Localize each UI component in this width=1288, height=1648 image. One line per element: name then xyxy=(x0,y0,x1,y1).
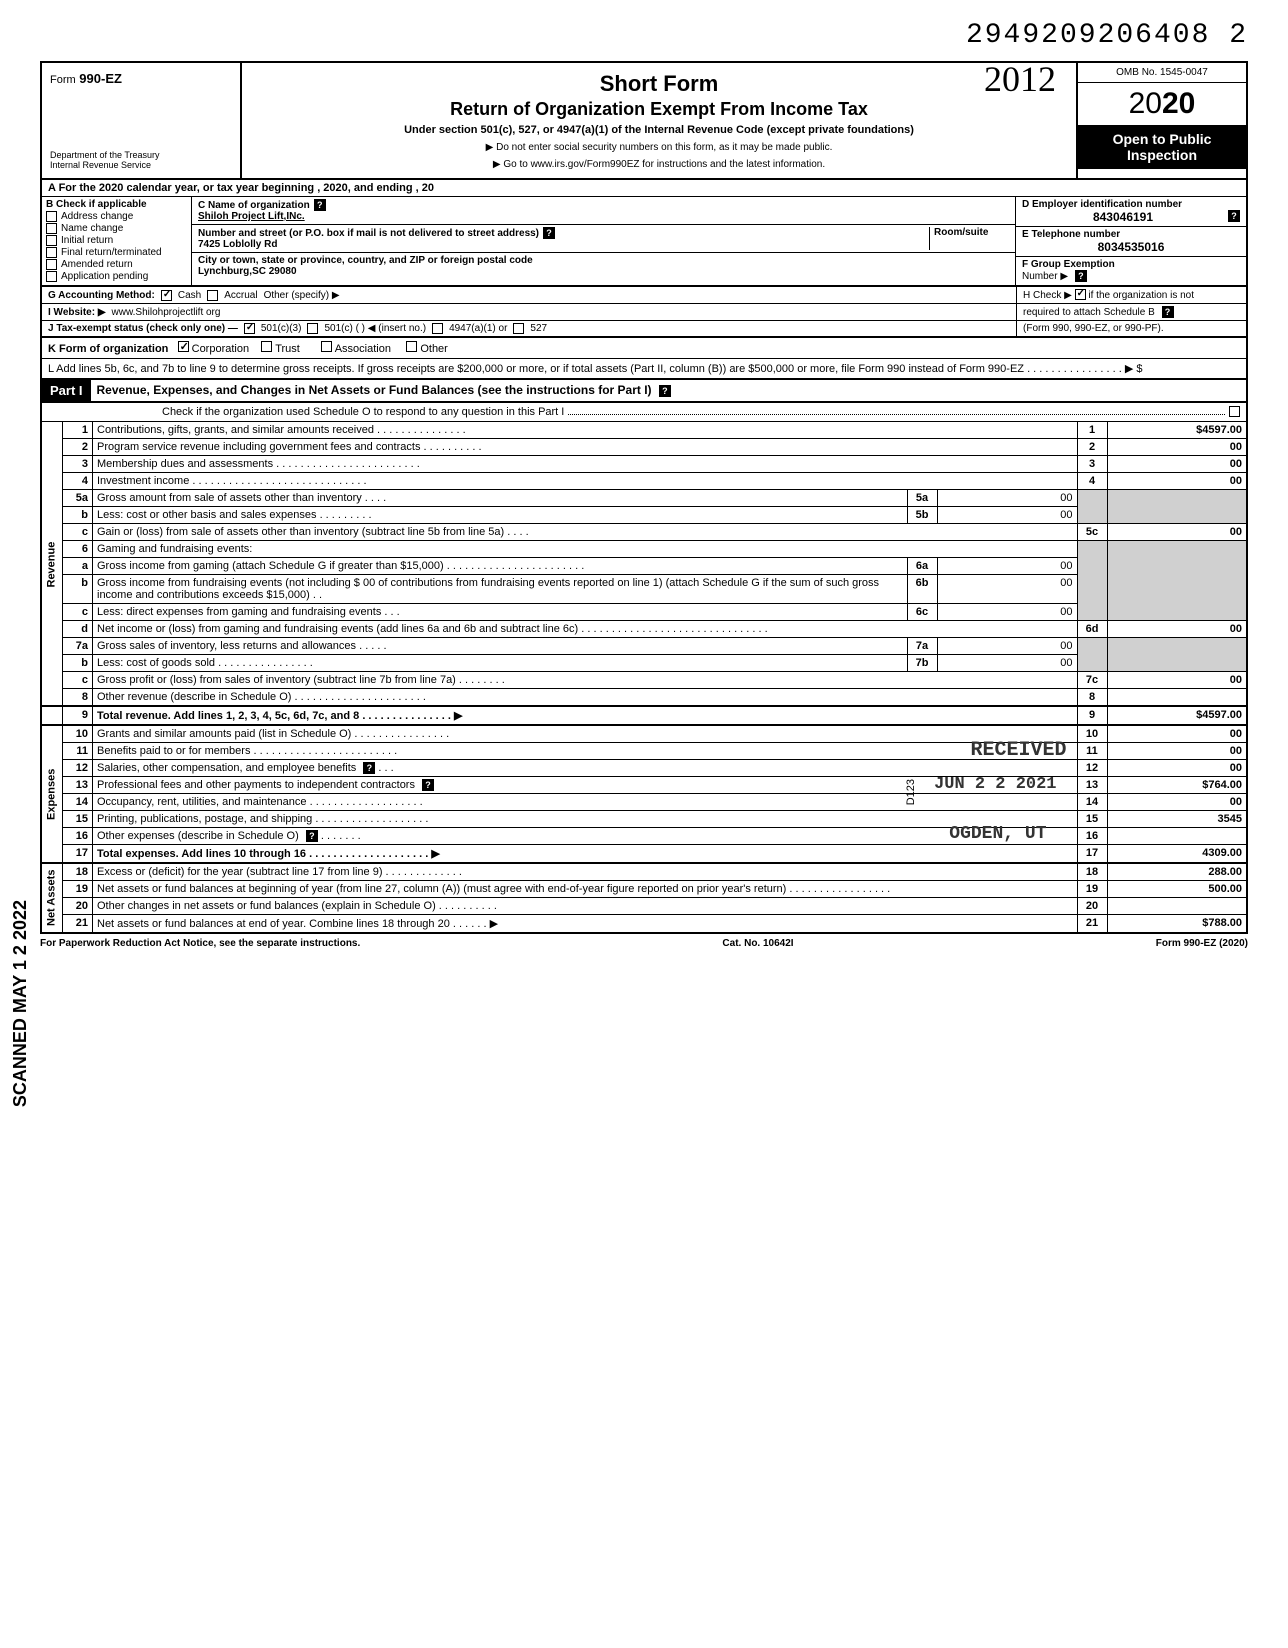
scanned-stamp: SCANNED MAY 1 2 2022 xyxy=(10,900,31,1107)
phone-value: 8034535016 xyxy=(1022,240,1240,254)
help-icon[interactable]: ? xyxy=(306,830,318,842)
label-street: Number and street (or P.O. box if mail i… xyxy=(198,228,539,239)
dept-irs: Internal Revenue Service xyxy=(50,160,232,170)
d123-stamp: D123 xyxy=(905,779,917,805)
form-header: Form 990-EZ Department of the Treasury I… xyxy=(40,61,1248,180)
label-h4: (Form 990, 990-EZ, or 990-PF). xyxy=(1023,323,1164,334)
chk-trust[interactable] xyxy=(261,341,272,352)
chk-h[interactable] xyxy=(1075,289,1086,300)
chk-corporation[interactable] xyxy=(178,341,189,352)
street-address: 7425 Loblolly Rd xyxy=(198,239,277,250)
chk-501c3[interactable] xyxy=(244,323,255,334)
website-value: www.Shilohprojectlift org xyxy=(112,307,221,318)
chk-name-change[interactable] xyxy=(46,223,57,234)
footer: For Paperwork Reduction Act Notice, see … xyxy=(40,938,1248,949)
help-icon[interactable]: ? xyxy=(422,779,434,791)
chk-address-change[interactable] xyxy=(46,211,57,222)
handwritten-year: 2012 xyxy=(984,58,1056,100)
title-short-form: Short Form xyxy=(254,71,1064,97)
open-public-1: Open to Public xyxy=(1080,131,1244,147)
part-1-header: Part I xyxy=(42,380,91,401)
note-ssn: ▶ Do not enter social security numbers o… xyxy=(254,142,1064,153)
section-b-header: B Check if applicable xyxy=(46,199,187,210)
city-state-zip: Lynchburg,SC 29080 xyxy=(198,266,297,277)
label-h1: H Check ▶ xyxy=(1023,290,1072,301)
label-room: Room/suite xyxy=(934,227,988,238)
chk-initial-return[interactable] xyxy=(46,235,57,246)
row-l: L Add lines 5b, 6c, and 7b to line 9 to … xyxy=(40,359,1248,380)
chk-association[interactable] xyxy=(321,341,332,352)
netassets-label: Net Assets xyxy=(41,863,63,933)
dln-number: 2949209206408 2 xyxy=(40,20,1248,51)
help-icon[interactable]: ? xyxy=(1075,270,1087,282)
section-def: D Employer identification number? 843046… xyxy=(1016,197,1246,285)
row-k: K Form of organization Corporation Trust… xyxy=(40,338,1248,359)
chk-amended-return[interactable] xyxy=(46,259,57,270)
footer-right: Form 990-EZ (2020) xyxy=(1156,938,1248,949)
form-prefix: Form xyxy=(50,74,76,86)
open-public-2: Inspection xyxy=(1080,147,1244,163)
label-org-name: C Name of organization xyxy=(198,200,310,211)
rows-ghij: G Accounting Method: Cash Accrual Other … xyxy=(40,287,1248,338)
label-h2: if the organization is not xyxy=(1088,290,1194,301)
help-icon[interactable]: ? xyxy=(1228,210,1240,222)
label-g: G Accounting Method: xyxy=(48,290,155,301)
chk-527[interactable] xyxy=(513,323,524,334)
date-stamp: JUN 2 2 2021 xyxy=(934,775,1056,794)
label-number: Number ▶ xyxy=(1022,271,1068,282)
help-icon[interactable]: ? xyxy=(1162,306,1174,318)
chk-final-return[interactable] xyxy=(46,247,57,258)
omb-number: OMB No. 1545-0047 xyxy=(1078,63,1246,83)
help-icon[interactable]: ? xyxy=(543,227,555,239)
help-icon[interactable]: ? xyxy=(363,762,375,774)
title-return: Return of Organization Exempt From Incom… xyxy=(254,99,1064,120)
help-icon[interactable]: ? xyxy=(314,199,326,211)
chk-schedule-o[interactable] xyxy=(1229,406,1240,417)
ogden-stamp: OGDEN, UT xyxy=(949,824,1046,844)
chk-accrual[interactable] xyxy=(207,290,218,301)
tax-year: 2020 xyxy=(1078,83,1246,125)
dept-treasury: Department of the Treasury xyxy=(50,150,232,160)
note-website: ▶ Go to www.irs.gov/Form990EZ for instru… xyxy=(254,159,1064,170)
label-phone: E Telephone number xyxy=(1022,229,1240,240)
ein-value: 843046191 xyxy=(1022,210,1240,224)
label-ein: D Employer identification number xyxy=(1022,199,1240,210)
section-b: B Check if applicable Address change Nam… xyxy=(42,197,192,285)
org-name: Shiloh Project Lift,INc. xyxy=(198,211,305,222)
label-j: J Tax-exempt status (check only one) — xyxy=(48,323,238,334)
part-1-check: Check if the organization used Schedule … xyxy=(40,403,1248,421)
help-icon[interactable]: ? xyxy=(659,385,671,397)
footer-center: Cat. No. 10642I xyxy=(722,938,793,949)
chk-cash[interactable] xyxy=(161,290,172,301)
revenue-label: Revenue xyxy=(41,422,63,707)
label-h3: required to attach Schedule B xyxy=(1023,307,1155,318)
expenses-label: Expenses xyxy=(41,725,63,863)
part-1-title: Revenue, Expenses, and Changes in Net As… xyxy=(91,380,1246,401)
section-c: C Name of organization? Shiloh Project L… xyxy=(192,197,1016,285)
row-a-calendar-year: A For the 2020 calendar year, or tax yea… xyxy=(40,180,1248,197)
chk-application-pending[interactable] xyxy=(46,271,57,282)
label-i: I Website: ▶ xyxy=(48,307,106,318)
footer-left: For Paperwork Reduction Act Notice, see … xyxy=(40,938,360,949)
form-lines-table: Revenue 1 Contributions, gifts, grants, … xyxy=(40,421,1248,934)
label-city: City or town, state or province, country… xyxy=(198,255,533,266)
form-number: 990-EZ xyxy=(79,71,122,86)
chk-501c[interactable] xyxy=(307,323,318,334)
chk-other[interactable] xyxy=(406,341,417,352)
subtitle-section: Under section 501(c), 527, or 4947(a)(1)… xyxy=(254,124,1064,136)
chk-4947[interactable] xyxy=(432,323,443,334)
received-stamp: RECEIVED xyxy=(970,739,1066,762)
label-group-exemption: F Group Exemption xyxy=(1022,259,1240,270)
